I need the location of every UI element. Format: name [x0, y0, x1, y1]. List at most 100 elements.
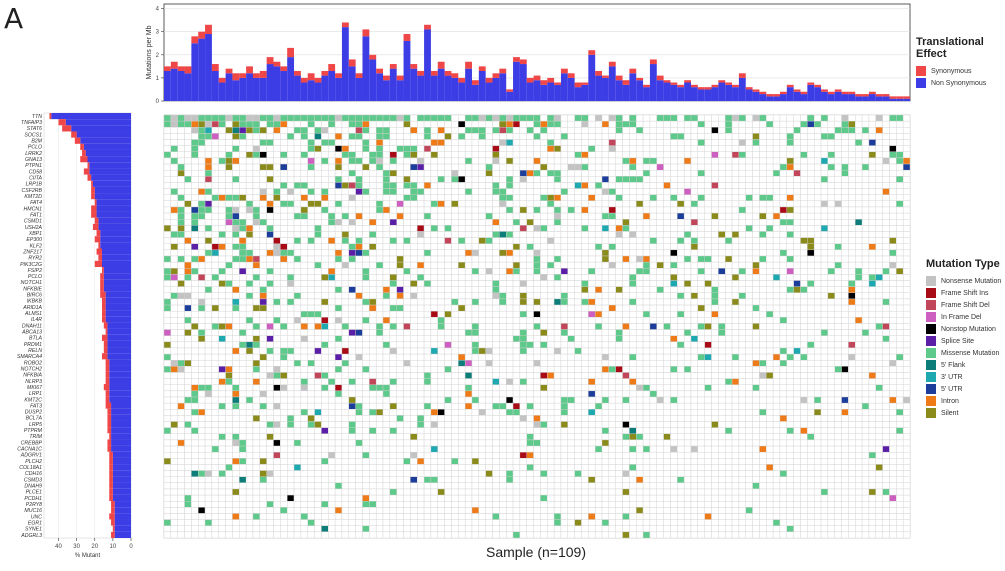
- heatmap-cell: [615, 341, 623, 349]
- heatmap-cell: [855, 261, 863, 269]
- gene-label: HMCN1: [24, 206, 43, 212]
- heatmap-cell: [396, 255, 404, 263]
- gene-label: IL4R: [31, 317, 42, 323]
- heatmap-cell: [280, 304, 288, 312]
- heatmap-cell: [184, 206, 192, 214]
- heatmap-cell: [779, 261, 788, 269]
- heatmap-cell: [670, 151, 678, 159]
- heatmap-cell: [204, 133, 213, 140]
- heatmap-cell: [615, 268, 623, 275]
- heatmap-cell: [834, 353, 842, 361]
- heatmap-cell: [594, 249, 603, 257]
- heatmap-cell: [198, 261, 206, 269]
- heatmap-cell: [245, 317, 254, 324]
- gene-label: ARID1A: [22, 305, 42, 311]
- heatmap-cell: [560, 298, 568, 306]
- heatmap-cell: [170, 317, 178, 324]
- tmb-bar-nonsynonymous: [636, 80, 644, 101]
- heatmap-cell: [752, 188, 760, 195]
- heatmap-cell: [348, 335, 356, 343]
- heatmap-cell: [594, 114, 603, 122]
- heatmap-cell: [601, 139, 610, 146]
- heatmap-cell: [690, 169, 699, 177]
- heatmap-cell: [793, 151, 801, 159]
- heatmap-cell: [670, 139, 678, 146]
- heatmap-cell: [362, 225, 370, 232]
- heatmap-cell: [711, 157, 719, 165]
- heatmap-cell: [437, 249, 445, 257]
- heatmap-cell: [499, 120, 507, 128]
- heatmap-cell: [636, 231, 644, 238]
- heatmap-cell: [232, 317, 240, 324]
- heatmap-cell: [841, 298, 849, 306]
- heatmap-cell: [560, 182, 568, 189]
- heatmap-cell: [594, 268, 603, 275]
- heatmap-cell: [286, 304, 295, 312]
- pct-bar-nonsynonymous: [100, 242, 131, 249]
- heatmap-cell: [875, 114, 883, 122]
- heatmap-cell: [848, 255, 856, 263]
- heatmap-cell: [855, 274, 863, 281]
- heatmap-cell: [430, 323, 438, 330]
- heatmap-cell: [389, 133, 397, 140]
- gene-label: PCDH1: [24, 496, 42, 502]
- heatmap-cell: [348, 188, 356, 195]
- heatmap-cell: [738, 219, 746, 226]
- heatmap-cell: [471, 200, 480, 208]
- heatmap-cell: [239, 133, 247, 140]
- heatmap-cell: [293, 237, 302, 244]
- heatmap-cell: [430, 353, 438, 361]
- heatmap-cell: [245, 249, 254, 257]
- heatmap-cell: [471, 304, 480, 312]
- tmb-bar-nonsynonymous: [588, 54, 596, 101]
- heatmap-cell: [752, 268, 760, 275]
- heatmap-cell: [841, 169, 849, 177]
- heatmap-cell: [492, 268, 500, 275]
- heatmap-cell: [718, 360, 726, 367]
- heatmap-cell: [485, 120, 493, 128]
- heatmap-cell: [286, 268, 295, 275]
- heatmap-cell: [745, 139, 753, 146]
- heatmap-cell: [855, 194, 863, 202]
- heatmap-cell: [896, 298, 904, 306]
- heatmap-cell: [389, 280, 397, 287]
- heatmap-cell: [512, 329, 521, 336]
- heatmap-cell: [444, 200, 452, 208]
- heatmap-cell: [348, 366, 356, 373]
- heatmap-cell: [567, 286, 575, 293]
- heatmap-cell: [369, 188, 377, 195]
- heatmap-cell: [239, 261, 247, 269]
- heatmap-cell: [875, 212, 883, 220]
- heatmap-cell: [875, 176, 883, 183]
- heatmap-cell: [375, 280, 384, 287]
- heatmap-cell: [656, 310, 664, 318]
- heatmap-cell: [588, 323, 596, 330]
- heatmap-cell: [574, 157, 582, 165]
- heatmap-cell: [861, 163, 870, 171]
- heatmap-cell: [875, 231, 883, 238]
- heatmap-cell: [191, 255, 199, 263]
- heatmap-cell: [232, 163, 240, 171]
- tmb-bar-synonymous: [471, 80, 479, 85]
- heatmap-cell: [889, 231, 897, 238]
- heatmap-cell: [321, 329, 329, 336]
- heatmap-cell: [389, 310, 397, 318]
- heatmap-cell: [410, 206, 418, 214]
- gene-label: NFKBIA: [23, 373, 42, 379]
- tmb-bar-nonsynonymous: [499, 73, 507, 101]
- heatmap-cell: [601, 200, 610, 208]
- heatmap-cell: [718, 274, 726, 281]
- heatmap-cell: [718, 182, 726, 189]
- heatmap-cell: [800, 182, 808, 189]
- heatmap-cell: [341, 120, 349, 128]
- tmb-bar-nonsynonymous: [280, 70, 288, 101]
- heatmap-cell: [170, 212, 178, 220]
- heatmap-cell: [382, 225, 391, 232]
- heatmap-cell: [738, 212, 746, 220]
- heatmap-cell: [437, 163, 445, 171]
- heatmap-cell: [772, 310, 781, 318]
- heatmap-cell: [252, 341, 261, 349]
- heatmap-cell: [848, 151, 856, 159]
- heatmap-cell: [252, 139, 261, 146]
- heatmap-cell: [341, 268, 349, 275]
